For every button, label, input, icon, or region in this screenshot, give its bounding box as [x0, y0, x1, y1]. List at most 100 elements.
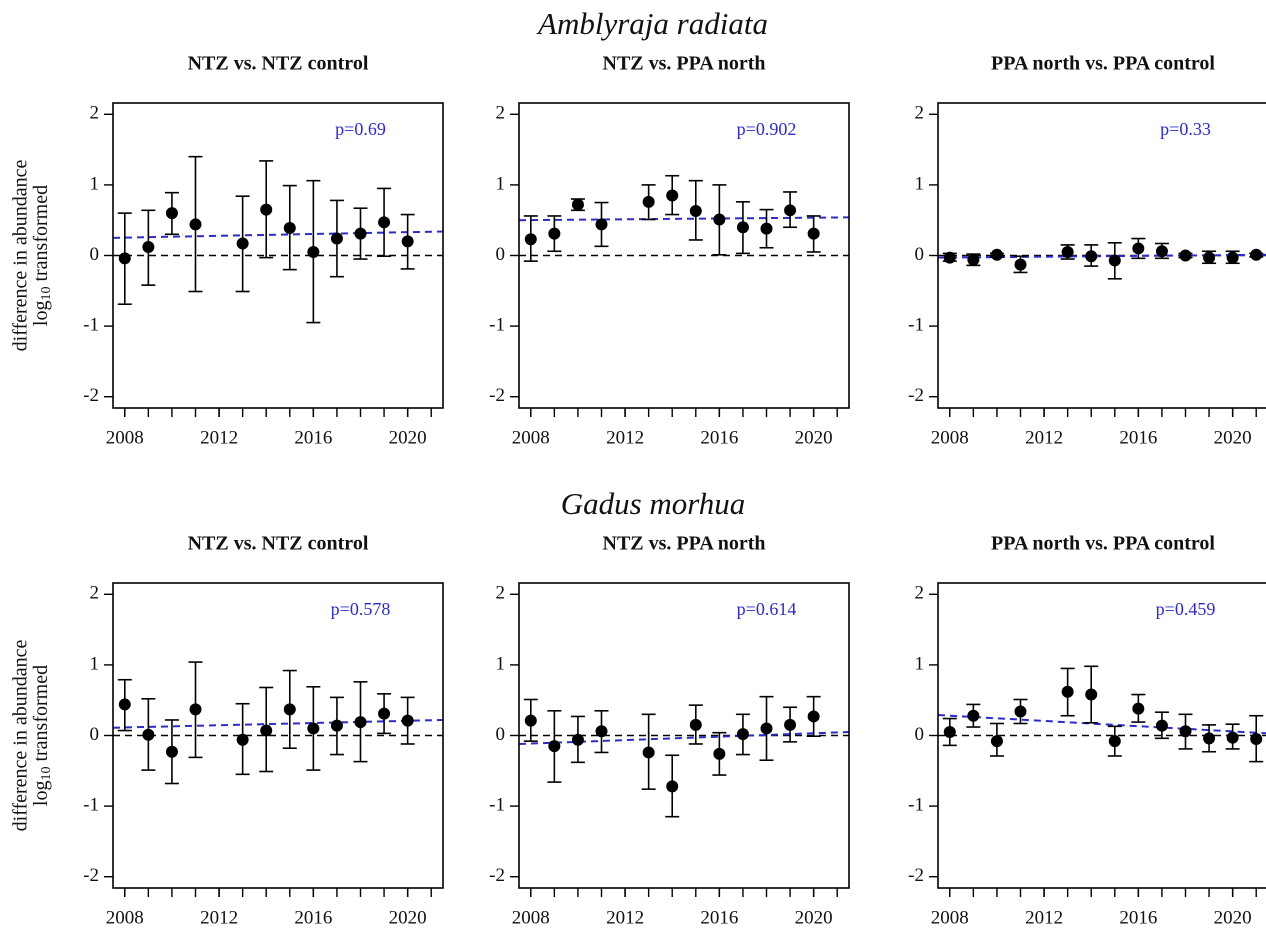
point: [1155, 719, 1168, 732]
y-tick-label: 2: [90, 583, 100, 604]
y-tick-label: 0: [915, 244, 925, 265]
point: [967, 709, 980, 722]
point: [548, 740, 561, 753]
panel: NTZ vs. PPA north -2 -1 0 1 2 2008 2012 2016 2020…: [489, 53, 850, 448]
x-tick-label: 2016: [1119, 427, 1157, 448]
y-tick-label: 0: [90, 724, 100, 745]
point: [307, 245, 320, 258]
point: [330, 232, 343, 245]
x-tick-label: 2020: [1214, 427, 1252, 448]
panel-title: NTZ vs. PPA north: [603, 53, 766, 75]
point: [595, 725, 608, 738]
panel: NTZ vs. NTZ control -2 -1 0 1 2 2008 2012 2016 20…: [10, 53, 444, 448]
y-tick-label: 1: [90, 173, 100, 194]
trend-line: [112, 230, 444, 239]
point: [1132, 242, 1145, 255]
y-label-part: transformed: [30, 185, 52, 282]
point: [1061, 685, 1074, 698]
plot-frame: [112, 102, 444, 409]
point: [943, 725, 956, 738]
point: [524, 233, 537, 246]
point: [401, 235, 414, 248]
point: [736, 728, 749, 741]
panel: PPA north vs. PPA control -2 -1 0 1 2 2008 2012…: [908, 533, 1266, 928]
point: [784, 204, 797, 217]
x-tick-label: 2020: [1214, 907, 1252, 928]
x-tick-label: 2020: [795, 427, 833, 448]
p-value: p=0.69: [335, 119, 386, 139]
point: [807, 227, 820, 240]
y-tick-label: -2: [908, 385, 924, 406]
y-tick-label: 1: [90, 653, 100, 674]
y-tick-label: 2: [90, 103, 100, 124]
point: [760, 222, 773, 235]
point: [260, 203, 273, 216]
point: [142, 728, 155, 741]
y-tick-label: -2: [489, 865, 505, 886]
x-tick-label: 2012: [606, 907, 644, 928]
point: [1014, 258, 1027, 271]
panel: PPA north vs. PPA control -2 -1 0 1 2 2008 2012…: [908, 53, 1266, 448]
x-tick-label: 2012: [200, 907, 238, 928]
y-tick-label: -2: [83, 385, 99, 406]
x-tick-label: 2008: [106, 907, 144, 928]
y-tick-label: -1: [83, 794, 99, 815]
point: [236, 733, 249, 746]
point: [1132, 702, 1145, 715]
y-tick-label: 2: [915, 583, 925, 604]
x-tick-label: 2008: [931, 907, 969, 928]
x-tick-label: 2008: [512, 907, 550, 928]
p-value: p=0.459: [1156, 599, 1216, 619]
point: [1014, 705, 1027, 718]
x-tick-label: 2012: [200, 427, 238, 448]
point: [1250, 248, 1263, 261]
plot-frame: [937, 582, 1266, 889]
panel: NTZ vs. PPA north -2 -1 0 1 2 2008 2012 2016 2020…: [489, 533, 850, 928]
point: [189, 703, 202, 716]
point: [967, 253, 980, 266]
y-tick-label: 2: [496, 103, 506, 124]
x-tick-label: 2016: [294, 907, 332, 928]
y-tick-label: 1: [496, 173, 506, 194]
point: [165, 207, 178, 220]
p-value: p=0.578: [331, 599, 391, 619]
y-axis-label: difference in abundance: [10, 640, 32, 832]
x-tick-label: 2020: [389, 427, 427, 448]
plot-frame: [937, 102, 1266, 409]
y-tick-label: -1: [908, 314, 924, 335]
y-tick-label: 2: [915, 103, 925, 124]
x-tick-label: 2008: [512, 427, 550, 448]
point: [1250, 733, 1263, 746]
y-tick-label: -2: [83, 865, 99, 886]
point: [1203, 732, 1216, 745]
point: [260, 724, 273, 737]
point: [142, 241, 155, 254]
panel: NTZ vs. NTZ control -2 -1 0 1 2 2008 2012 2016 20…: [10, 533, 444, 928]
point: [689, 205, 702, 218]
y-tick-label: -1: [489, 314, 505, 335]
point: [378, 707, 391, 720]
point: [642, 195, 655, 208]
point: [1085, 688, 1098, 701]
point: [760, 722, 773, 735]
point: [990, 735, 1003, 748]
plot-frame: [518, 582, 850, 889]
p-value: p=0.902: [737, 119, 797, 139]
point: [354, 716, 367, 729]
panel-title: NTZ vs. NTZ control: [188, 533, 369, 555]
point: [666, 780, 679, 793]
x-tick-label: 2016: [294, 427, 332, 448]
p-value: p=0.614: [737, 599, 797, 619]
y-label-part: log: [30, 301, 52, 327]
x-tick-label: 2016: [700, 907, 738, 928]
point: [689, 718, 702, 731]
x-tick-label: 2020: [389, 907, 427, 928]
y-tick-label: 2: [496, 583, 506, 604]
x-tick-label: 2008: [106, 427, 144, 448]
y-tick-label: -2: [489, 385, 505, 406]
x-tick-label: 2012: [606, 427, 644, 448]
point: [1061, 245, 1074, 258]
y-tick-label: 1: [915, 653, 925, 674]
